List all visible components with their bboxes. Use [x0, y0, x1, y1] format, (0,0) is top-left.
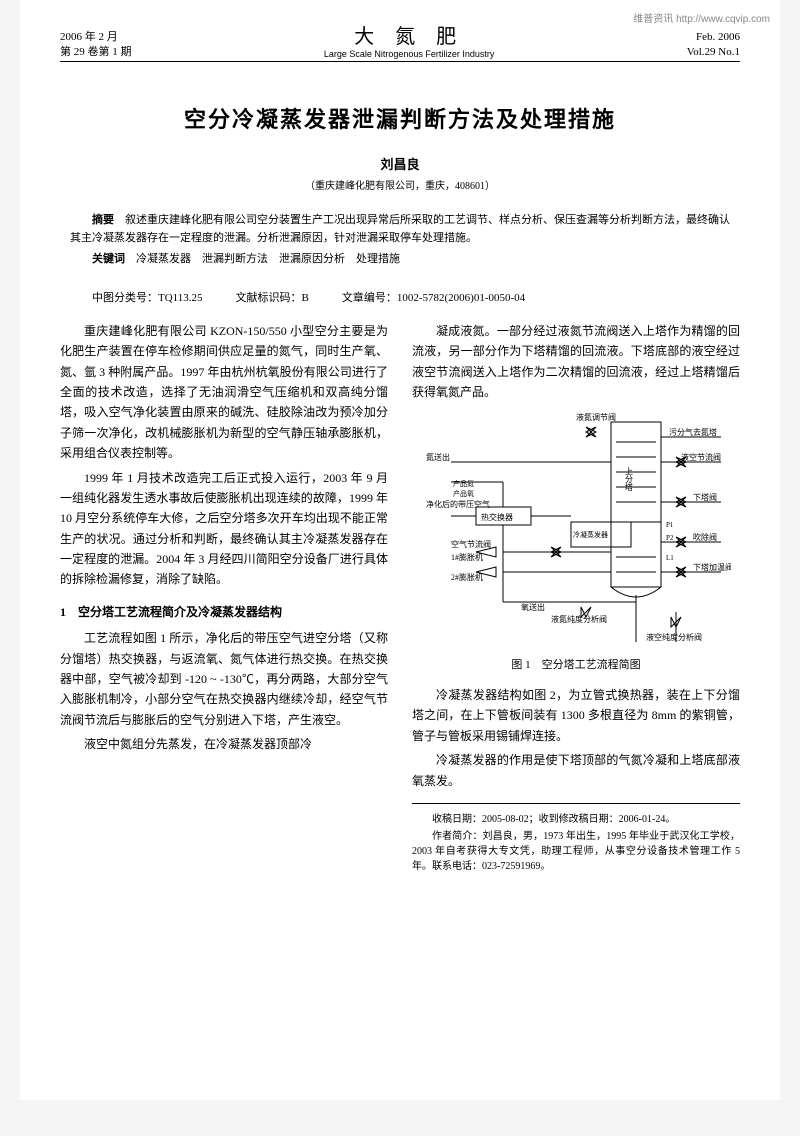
clc-label: 中图分类号：	[92, 292, 158, 304]
author-bio: 作者简介：刘昌良，男，1973 年出生，1995 年毕业于武汉化工学校，2003…	[412, 829, 740, 874]
para: 冷凝蒸发器结构如图 2，为立管式换热器，装在上下分馏塔之间，在上下管板间装有 1…	[412, 685, 740, 746]
lbl-la-purity: 液空纯度分析阀	[646, 632, 702, 642]
right-column: 凝成液氮。一部分经过液氮节流阀送入上塔作为精馏的回流液，另一部分作为下塔精馏的回…	[412, 321, 740, 876]
abstract-text: 叙述重庆建峰化肥有限公司空分装置生产工况出现异常后所采取的工艺调节、样点分析、保…	[70, 214, 730, 244]
para: 凝成液氮。一部分经过液氮节流阀送入上塔作为精馏的回流液，另一部分作为下塔精馏的回…	[412, 321, 740, 403]
lbl-liq-air: 液空节流阀	[681, 452, 721, 462]
figure-1-caption: 图 1 空分塔工艺流程简图	[412, 656, 740, 675]
lbl-air-throttle: 空气节流阀	[451, 539, 491, 549]
flow-diagram: 液氮调节阀 氮送出 污分气去氮塔 液空节流阀 净化后的带压空气 热交换器 产品氮…	[421, 412, 731, 652]
lbl-n-out: 氮送出	[426, 452, 450, 462]
lbl-p1: P1	[666, 521, 674, 529]
keywords-label: 关键词	[92, 253, 125, 265]
para: 工艺流程如图 1 所示，净化后的带压空气进空分塔（又称分馏塔）热交换器，与返流氧…	[60, 628, 388, 730]
watermark: 维普资讯 http://www.cqvip.com	[633, 10, 770, 25]
left-column: 重庆建峰化肥有限公司 KZON-150/550 小型空分主要是为化肥生产装置在停…	[60, 321, 388, 876]
keywords-text: 冷凝蒸发器 泄漏判断方法 泄漏原因分析 处理措施	[136, 253, 400, 265]
lbl-prod-o: 产品氧	[453, 489, 474, 498]
section-heading-1: 1 空分塔工艺流程简介及冷凝蒸发器结构	[60, 602, 388, 622]
header-date-en: Feb. 2006	[687, 30, 740, 44]
abstract-block: 摘要 叙述重庆建峰化肥有限公司空分装置生产工况出现异常后所采取的工艺调节、样点分…	[70, 212, 730, 269]
lbl-upper: 上分塔	[625, 467, 634, 492]
affiliation: （重庆建峰化肥有限公司，重庆，408601）	[60, 177, 740, 192]
doc-label: 文献标识码：	[236, 292, 302, 304]
footnote-block: 收稿日期：2005-08-02；收到修改稿日期：2006-01-24。 作者简介…	[412, 803, 740, 874]
para: 重庆建峰化肥有限公司 KZON-150/550 小型空分主要是为化肥生产装置在停…	[60, 321, 388, 464]
page: 维普资讯 http://www.cqvip.com 2006 年 2 月 第 2…	[20, 0, 780, 1100]
article-id-value: 1002-5782(2006)01-0050-04	[397, 292, 525, 304]
journal-title-cn: 大 氮 肥	[132, 20, 687, 49]
lbl-purified: 净化后的带压空气	[426, 499, 490, 509]
lbl-exp2: 2#膨胀机	[451, 572, 483, 582]
lbl-cond-ev: 冷凝蒸发器	[573, 530, 608, 539]
lbl-p2: P2	[666, 534, 674, 542]
journal-title-en: Large Scale Nitrogenous Fertilizer Indus…	[132, 49, 687, 59]
abstract: 摘要 叙述重庆建峰化肥有限公司空分装置生产工况出现异常后所采取的工艺调节、样点分…	[70, 212, 730, 247]
header-vol-cn: 第 29 卷第 1 期	[60, 45, 132, 59]
lbl-ln-valve: 液氮调节阀	[576, 412, 616, 422]
figure-1: 液氮调节阀 氮送出 污分气去氮塔 液空节流阀 净化后的带压空气 热交换器 产品氮…	[412, 412, 740, 675]
lbl-bottom-valve: 下塔阀	[693, 492, 717, 502]
page-header: 2006 年 2 月 第 29 卷第 1 期 大 氮 肥 Large Scale…	[60, 20, 740, 62]
lbl-prod-n: 产品氮	[453, 479, 474, 488]
header-center: 大 氮 肥 Large Scale Nitrogenous Fertilizer…	[132, 20, 687, 59]
header-vol-en: Vol.29 No.1	[687, 45, 740, 59]
classification-row: 中图分类号：TQ113.25 文献标识码：B 文章编号：1002-5782(20…	[70, 289, 730, 305]
article-id-label: 文章编号：	[342, 292, 397, 304]
lbl-heat-valve: 下塔加温阀	[693, 562, 731, 572]
lbl-exp1: 1#膨胀机	[451, 552, 483, 562]
lbl-heat-ex: 热交换器	[481, 512, 513, 522]
doc-value: B	[302, 292, 309, 304]
article-title: 空分冷凝蒸发器泄漏判断方法及处理措施	[60, 102, 740, 134]
received-date: 收稿日期：2005-08-02；收到修改稿日期：2006-01-24。	[412, 812, 740, 827]
lbl-blow: 吹除阀	[693, 532, 717, 542]
lbl-waste-n: 污分气去氮塔	[669, 427, 717, 437]
abstract-label: 摘要	[92, 214, 114, 226]
lbl-ln-purity: 液氮纯度分析阀	[551, 614, 607, 624]
para: 液空中氮组分先蒸发，在冷凝蒸发器顶部冷	[60, 734, 388, 754]
body-columns: 重庆建峰化肥有限公司 KZON-150/550 小型空分主要是为化肥生产装置在停…	[60, 321, 740, 876]
lbl-o-out: 氧送出	[521, 602, 545, 612]
para: 冷凝蒸发器的作用是使下塔顶部的气氮冷凝和上塔底部液氧蒸发。	[412, 750, 740, 791]
clc-value: TQ113.25	[158, 292, 203, 304]
lbl-l1: L1	[666, 554, 674, 562]
header-left: 2006 年 2 月 第 29 卷第 1 期	[60, 30, 132, 59]
header-date-cn: 2006 年 2 月	[60, 30, 132, 44]
header-right: Feb. 2006 Vol.29 No.1	[687, 30, 740, 59]
para: 1999 年 1 月技术改造完工后正式投入运行，2003 年 9 月一组纯化器发…	[60, 468, 388, 590]
keywords: 关键词 冷凝蒸发器 泄漏判断方法 泄漏原因分析 处理措施	[70, 251, 730, 269]
author: 刘昌良	[60, 154, 740, 173]
